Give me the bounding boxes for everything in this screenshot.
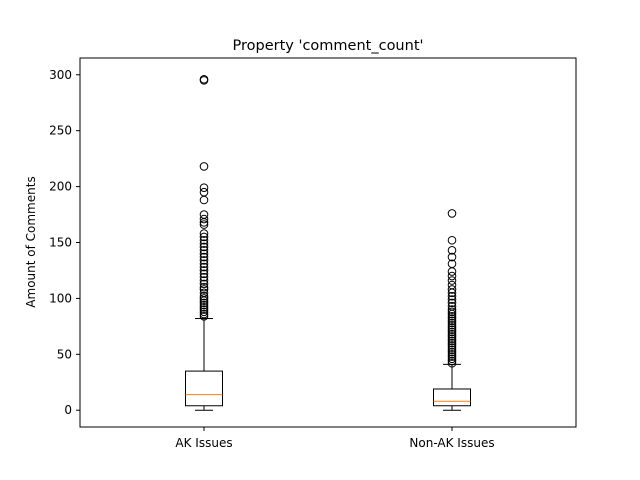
- outlier-point-ak-issues: [199, 252, 209, 262]
- outlier-point-non-ak-issues: [447, 271, 457, 281]
- outlier-point-non-ak-issues: [447, 350, 457, 359]
- y-axis-label: Amount of Comments: [24, 176, 38, 307]
- y-tick-label: 100: [49, 291, 72, 305]
- outlier-point-non-ak-issues: [447, 327, 457, 337]
- outlier-point-ak-issues: [199, 214, 209, 224]
- outlier-point-non-ak-issues: [447, 347, 457, 357]
- y-tick-label: 250: [49, 124, 72, 138]
- outlier-point-ak-issues: [199, 74, 209, 84]
- x-tick-label: AK Issues: [175, 436, 232, 450]
- outlier-point-ak-issues: [199, 266, 209, 275]
- outlier-point-non-ak-issues: [447, 343, 457, 352]
- outlier-point-non-ak-issues: [447, 325, 457, 335]
- outlier-point-ak-issues: [199, 229, 209, 238]
- outlier-point-ak-issues: [199, 298, 209, 308]
- outlier-point-non-ak-issues: [447, 352, 457, 361]
- outlier-point-non-ak-issues: [447, 323, 457, 332]
- y-tick-label: 300: [49, 68, 72, 82]
- outlier-point-non-ak-issues: [447, 358, 457, 368]
- outlier-point-non-ak-issues: [447, 209, 457, 218]
- outlier-point-non-ak-issues: [447, 307, 457, 317]
- outlier-point-non-ak-issues: [447, 259, 457, 269]
- outlier-point-ak-issues: [199, 262, 209, 272]
- outlier-point-non-ak-issues: [447, 301, 457, 311]
- outlier-point-ak-issues: [199, 246, 209, 255]
- outlier-point-ak-issues: [199, 272, 209, 282]
- outlier-point-non-ak-issues: [447, 338, 457, 348]
- outlier-point-non-ak-issues: [447, 252, 457, 262]
- outlier-point-non-ak-issues: [447, 298, 457, 308]
- outlier-point-non-ak-issues: [447, 336, 457, 346]
- outlier-point-non-ak-issues: [447, 305, 457, 314]
- outlier-point-ak-issues: [199, 242, 209, 252]
- outlier-point-ak-issues: [199, 305, 209, 314]
- outlier-point-non-ak-issues: [447, 318, 457, 328]
- outlier-point-non-ak-issues: [447, 345, 457, 355]
- outlier-point-ak-issues: [199, 162, 209, 171]
- outlier-point-non-ak-issues: [447, 320, 457, 330]
- y-tick-label: 200: [49, 180, 72, 194]
- outlier-point-ak-issues: [199, 279, 209, 289]
- outlier-point-ak-issues: [199, 232, 209, 242]
- outlier-point-ak-issues: [199, 294, 209, 303]
- outlier-point-non-ak-issues: [447, 314, 457, 323]
- box-ak-issues: [185, 370, 223, 407]
- outlier-point-non-ak-issues: [447, 354, 457, 364]
- outlier-point-ak-issues: [199, 239, 209, 248]
- outlier-point-non-ak-issues: [447, 280, 457, 290]
- outlier-point-non-ak-issues: [447, 246, 457, 255]
- outlier-point-ak-issues: [199, 256, 209, 265]
- outlier-point-ak-issues: [199, 291, 209, 301]
- outlier-point-ak-issues: [199, 235, 209, 245]
- outlier-point-ak-issues: [199, 309, 209, 319]
- outlier-point-non-ak-issues: [447, 332, 457, 341]
- outlier-point-non-ak-issues: [447, 291, 457, 301]
- outlier-point-non-ak-issues: [447, 235, 457, 245]
- y-tick-label: 150: [49, 236, 72, 250]
- x-tick-label: Non-AK Issues: [409, 436, 494, 450]
- y-tick-label: 50: [57, 347, 72, 361]
- outlier-point-non-ak-issues: [447, 334, 457, 343]
- outlier-point-non-ak-issues: [447, 295, 457, 304]
- outlier-point-ak-issues: [199, 269, 209, 279]
- outlier-point-non-ak-issues: [447, 285, 457, 294]
- outlier-point-ak-issues: [199, 288, 209, 298]
- outlier-point-ak-issues: [199, 276, 209, 285]
- outlier-point-ak-issues: [199, 183, 209, 193]
- outlier-point-non-ak-issues: [447, 329, 457, 339]
- outlier-point-non-ak-issues: [447, 341, 457, 350]
- outlier-point-ak-issues: [199, 285, 209, 294]
- outlier-point-non-ak-issues: [447, 356, 457, 366]
- y-tick-label: 0: [64, 403, 72, 417]
- chart-title: Property 'comment_count': [233, 38, 424, 54]
- outlier-point-ak-issues: [199, 249, 209, 258]
- outlier-point-ak-issues: [199, 300, 209, 310]
- outlier-point-ak-issues: [199, 282, 209, 292]
- outlier-point-ak-issues: [199, 187, 209, 197]
- outlier-point-ak-issues: [199, 307, 209, 317]
- outlier-point-ak-issues: [199, 210, 209, 219]
- outlier-point-non-ak-issues: [447, 316, 457, 326]
- box-non-ak-issues: [433, 388, 471, 407]
- outlier-point-ak-issues: [199, 220, 209, 229]
- outlier-point-ak-issues: [199, 312, 209, 321]
- outlier-point-ak-issues: [199, 303, 209, 312]
- outlier-point-non-ak-issues: [447, 312, 457, 321]
- plot-area: 0 50 100 150 200 250 300 AK Issues Non-AK Issues: [49, 57, 577, 450]
- outlier-point-ak-issues: [199, 259, 209, 269]
- outlier-point-non-ak-issues: [447, 276, 457, 285]
